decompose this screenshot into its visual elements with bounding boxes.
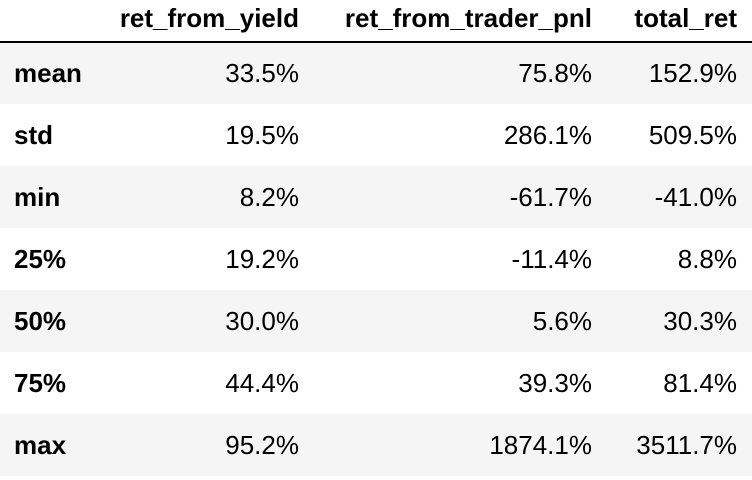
- table-row: 50% 30.0% 5.6% 30.3%: [0, 290, 752, 352]
- row-label-75pct: 75%: [14, 367, 67, 398]
- column-header-ret-from-trader-pnl: ret_from_trader_pnl: [315, 0, 610, 43]
- cell-value: 95.2%: [225, 429, 299, 460]
- cell-value: -41.0%: [654, 181, 737, 212]
- cell-value: 8.2%: [239, 181, 299, 212]
- cell-value: 5.6%: [532, 305, 592, 336]
- table-header: ret_from_yield ret_from_trader_pnl total…: [0, 0, 752, 43]
- cell-value: 509.5%: [648, 119, 737, 150]
- cell-value: -61.7%: [509, 181, 592, 212]
- row-label-max: max: [14, 429, 67, 460]
- cell-value: 44.4%: [225, 367, 299, 398]
- cell-value: 3511.7%: [636, 429, 737, 460]
- table-row: min 8.2% -61.7% -41.0%: [0, 166, 752, 228]
- cell-value: 1874.1%: [489, 429, 592, 460]
- row-label-min: min: [14, 181, 61, 212]
- table-row: max 95.2% 1874.1% 3511.7%: [0, 414, 752, 476]
- row-label-mean: mean: [14, 58, 82, 88]
- cell-value: 39.3%: [518, 367, 592, 398]
- cell-value: -11.4%: [511, 243, 592, 274]
- cell-value: 33.5%: [225, 58, 299, 88]
- cell-value: 286.1%: [503, 119, 592, 150]
- table-row: std 19.5% 286.1% 509.5%: [0, 104, 752, 166]
- table-row: 25% 19.2% -11.4% 8.8%: [0, 228, 752, 290]
- cell-value: 30.3%: [663, 305, 737, 336]
- cell-value: 30.0%: [225, 305, 299, 336]
- cell-value: 75.8%: [518, 58, 592, 88]
- header-row: ret_from_yield ret_from_trader_pnl total…: [0, 0, 752, 43]
- table-row: 75% 44.4% 39.3% 81.4%: [0, 352, 752, 414]
- cell-value: 19.2%: [225, 243, 299, 274]
- cell-value: 81.4%: [663, 367, 737, 398]
- cell-value: 19.5%: [225, 119, 299, 150]
- column-header-total-ret: total_ret: [610, 0, 752, 43]
- table-body: mean 33.5% 75.8% 152.9% std 19.5% 286.1%…: [0, 42, 752, 476]
- row-label-std: std: [14, 119, 53, 150]
- cell-value: 152.9%: [648, 58, 737, 88]
- cell-value: 8.8%: [677, 243, 737, 274]
- table-row: mean 33.5% 75.8% 152.9%: [0, 42, 752, 104]
- row-label-25pct: 25%: [14, 243, 67, 274]
- column-header-ret-from-yield: ret_from_yield: [100, 0, 315, 43]
- index-header: [0, 0, 100, 43]
- row-label-50pct: 50%: [14, 305, 67, 336]
